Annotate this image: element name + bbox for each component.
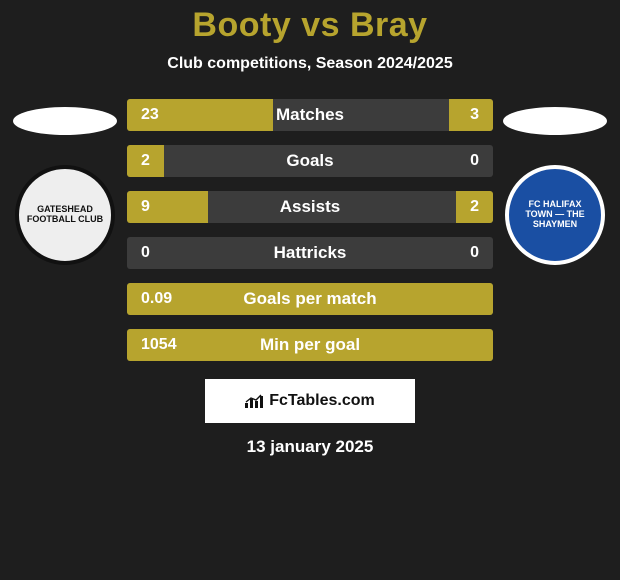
stat-row: 23Matches3	[127, 99, 493, 131]
stat-label: Goals	[197, 151, 423, 171]
stat-value-right: 3	[423, 106, 493, 124]
right-marker	[503, 107, 607, 135]
left-club-badge-text: GATESHEAD FOOTBALL CLUB	[25, 205, 105, 225]
page-title: Booty vs Bray	[0, 6, 620, 45]
stat-value-left: 9	[127, 198, 197, 216]
stat-label: Hattricks	[197, 243, 423, 263]
stat-value-right: 0	[423, 244, 493, 262]
stat-row: 0Hattricks0	[127, 237, 493, 269]
stat-label: Min per goal	[197, 335, 423, 355]
stat-label: Goals per match	[197, 289, 423, 309]
stat-row: 2Goals0	[127, 145, 493, 177]
left-club-badge: GATESHEAD FOOTBALL CLUB	[15, 165, 115, 265]
chart-icon	[245, 394, 263, 408]
stat-value-left: 0.09	[127, 290, 197, 308]
stat-value-left: 2	[127, 152, 197, 170]
stats-list: 23Matches32Goals09Assists20Hattricks00.0…	[125, 99, 495, 361]
stat-value-right: 0	[423, 152, 493, 170]
left-marker	[13, 107, 117, 135]
stat-row: 1054Min per goal	[127, 329, 493, 361]
date-text: 13 january 2025	[0, 437, 620, 457]
right-club-badge-text: FC HALIFAX TOWN — THE SHAYMEN	[515, 200, 595, 230]
right-club-badge: FC HALIFAX TOWN — THE SHAYMEN	[505, 165, 605, 265]
stat-value-left: 23	[127, 106, 197, 124]
stat-label: Assists	[197, 197, 423, 217]
left-side: GATESHEAD FOOTBALL CLUB	[5, 99, 125, 265]
stat-value-left: 0	[127, 244, 197, 262]
comparison-panel: GATESHEAD FOOTBALL CLUB 23Matches32Goals…	[0, 99, 620, 361]
right-side: FC HALIFAX TOWN — THE SHAYMEN	[495, 99, 615, 265]
stat-label: Matches	[197, 105, 423, 125]
stat-value-right: 2	[423, 198, 493, 216]
attribution-badge: FcTables.com	[205, 379, 415, 423]
attribution-text: FcTables.com	[269, 392, 375, 410]
stat-value-left: 1054	[127, 336, 197, 354]
stat-row: 0.09Goals per match	[127, 283, 493, 315]
subtitle: Club competitions, Season 2024/2025	[0, 55, 620, 73]
stat-row: 9Assists2	[127, 191, 493, 223]
